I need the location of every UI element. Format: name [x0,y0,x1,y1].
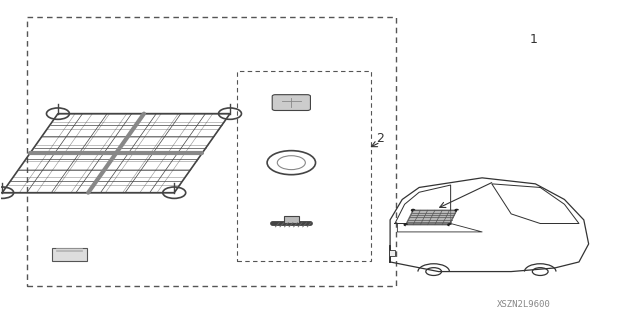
Polygon shape [406,210,457,225]
Bar [284,216,299,223]
Text: XSZN2L9600: XSZN2L9600 [497,300,551,309]
Bar [52,248,88,261]
Bar [237,71,371,261]
Bar [389,250,395,256]
Text: 2: 2 [376,132,385,145]
FancyBboxPatch shape [272,95,310,110]
Text: 1: 1 [529,33,538,46]
Bar [27,17,396,286]
